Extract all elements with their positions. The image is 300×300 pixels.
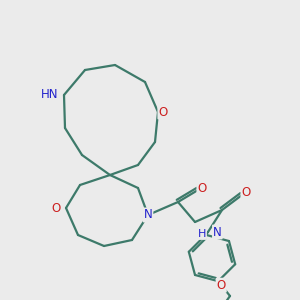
Text: N: N [213, 226, 222, 238]
Text: O: O [158, 106, 168, 118]
Text: O: O [197, 182, 207, 194]
Text: O: O [217, 279, 226, 292]
Text: O: O [242, 187, 250, 200]
Text: N: N [144, 208, 152, 221]
Text: O: O [52, 202, 61, 214]
Text: H: H [198, 229, 206, 239]
Text: HN: HN [40, 88, 58, 101]
